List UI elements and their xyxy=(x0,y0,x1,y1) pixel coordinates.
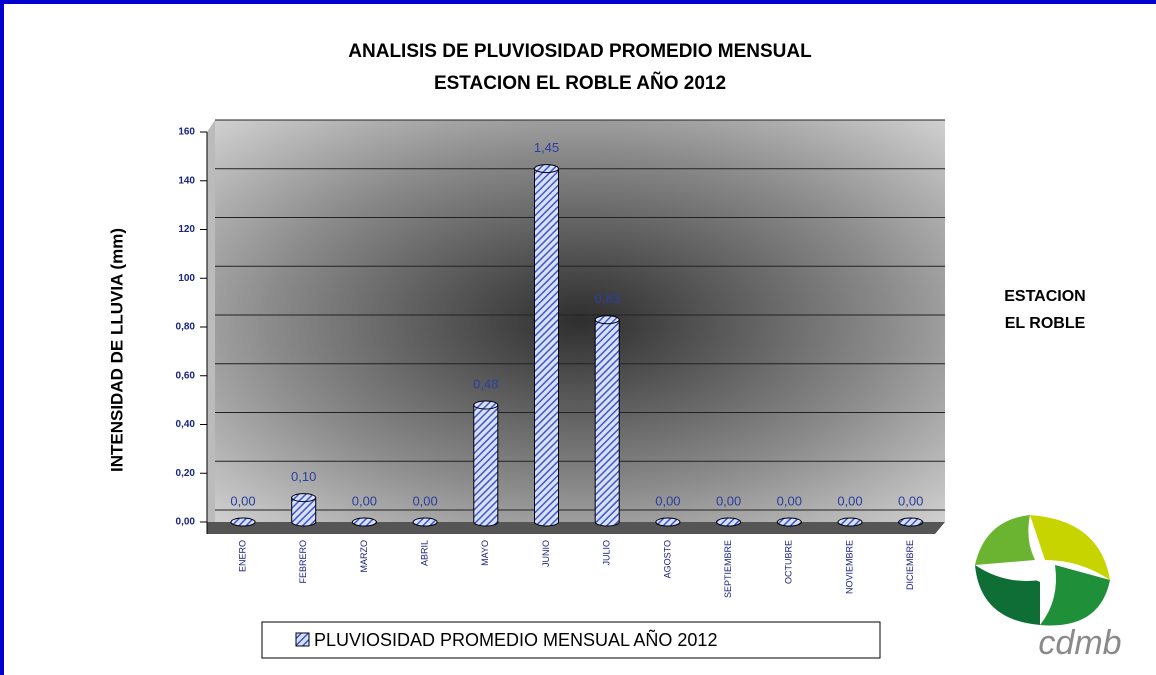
x-tick-label: SEPTIEMBRE xyxy=(723,540,733,598)
y-tick-label: 0,80 xyxy=(176,322,196,333)
x-tick-label: JUNIO xyxy=(541,540,551,567)
legend-label: PLUVIOSIDAD PROMEDIO MENSUAL AÑO 2012 xyxy=(314,629,717,650)
y-tick-label: 100 xyxy=(178,273,195,284)
bar-top xyxy=(655,517,681,527)
bar-top xyxy=(230,517,256,527)
x-tick-label: ENERO xyxy=(237,540,247,572)
x-tick-label: DICIEMBRE xyxy=(905,540,915,590)
x-tick-label: OCTUBRE xyxy=(784,540,794,584)
bar-top xyxy=(534,164,559,174)
y-tick-label: 120 xyxy=(178,224,195,235)
x-tick-label: NOVIEMBRE xyxy=(844,540,854,594)
data-label: 0,00 xyxy=(412,493,437,508)
y-tick-label: 140 xyxy=(178,175,195,186)
bar-top xyxy=(291,493,317,503)
data-label: 0,48 xyxy=(473,376,498,391)
data-label: 1,45 xyxy=(534,140,559,155)
logo-text: cdmb xyxy=(1038,624,1121,662)
bar-top xyxy=(898,517,924,527)
side-label: EL ROBLE xyxy=(1005,315,1086,332)
data-label: 0,00 xyxy=(898,493,923,508)
data-label: 0,00 xyxy=(230,493,255,508)
y-tick-label: 160 xyxy=(178,127,195,138)
bar-top xyxy=(473,400,499,410)
x-tick-label: JULIO xyxy=(602,540,612,566)
y-axis-title: INTENSIDAD DE LLUVIA (mm) xyxy=(107,228,126,472)
bar-top xyxy=(837,517,863,527)
bar-top xyxy=(776,517,802,527)
bar xyxy=(473,404,499,527)
data-label: 0,83 xyxy=(595,291,620,306)
legend xyxy=(261,621,881,659)
bar-top xyxy=(594,315,620,325)
chart-title: ANALISIS DE PLUVIOSIDAD PROMEDIO MENSUAL xyxy=(348,41,812,62)
data-label: 0,10 xyxy=(291,469,316,484)
x-tick-label: FEBRERO xyxy=(298,540,308,584)
y-tick-label: 0,00 xyxy=(176,517,196,528)
y-tick-label: 0,20 xyxy=(176,468,196,479)
x-tick-label: AGOSTO xyxy=(662,540,672,578)
bar-top xyxy=(412,517,438,527)
logo xyxy=(975,515,1110,626)
bar-top xyxy=(351,517,377,527)
x-tick-label: ABRIL xyxy=(419,540,429,566)
y-tick-label: 0,60 xyxy=(176,370,196,381)
x-tick-label: MARZO xyxy=(359,540,369,573)
bar xyxy=(534,168,559,527)
data-label: 0,00 xyxy=(716,493,741,508)
x-tick-label: MAYO xyxy=(480,540,490,566)
data-label: 0,00 xyxy=(655,493,680,508)
bar xyxy=(291,497,317,527)
side-wall xyxy=(207,120,215,534)
bar xyxy=(594,319,620,527)
data-label: 0,00 xyxy=(777,493,802,508)
side-label: ESTACION xyxy=(1004,288,1085,305)
data-label: 0,00 xyxy=(352,493,377,508)
y-tick-label: 0,40 xyxy=(176,419,196,430)
plot-wall xyxy=(215,120,945,522)
bar-top xyxy=(716,517,742,527)
floor xyxy=(207,522,945,534)
data-label: 0,00 xyxy=(837,493,862,508)
legend-swatch xyxy=(295,632,310,647)
chart-subtitle: ESTACION EL ROBLE AÑO 2012 xyxy=(434,72,726,94)
